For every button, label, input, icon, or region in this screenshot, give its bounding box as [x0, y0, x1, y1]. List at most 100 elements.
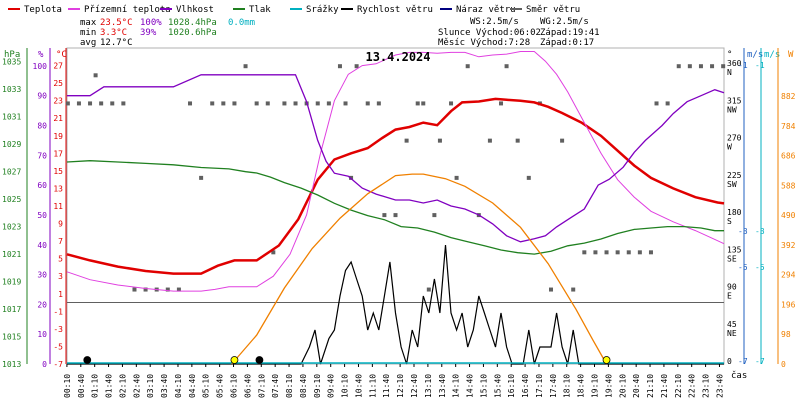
tick-ms-3: -7 [738, 357, 748, 366]
stat-2-1: 12.7°C [100, 38, 133, 48]
legend-label-0: Teplota [24, 5, 62, 15]
tick-dirlabel-8: N [727, 68, 732, 77]
tick-temp-23: 23 [53, 97, 63, 106]
tick-mm-0: -1 [755, 61, 765, 70]
x-tick-label-19: 09:40 [327, 374, 336, 398]
series-line-4 [67, 244, 724, 365]
unit-label-2: °C [56, 50, 67, 60]
tick-hpa-1013: 1013 [2, 360, 21, 369]
wind-direction-point-17 [243, 64, 248, 69]
tick-temp--7: -7 [53, 360, 63, 369]
tick-hpa-1023: 1023 [2, 223, 21, 232]
wind-direction-point-32 [382, 213, 387, 218]
x-tick-label-17: 08:40 [299, 374, 308, 398]
sun-info-2: Slunce Východ:06:02 [438, 28, 541, 38]
wind-direction-point-13 [199, 175, 204, 180]
x-axis-unit: čas [731, 370, 747, 381]
tick-temp-13: 13 [53, 184, 63, 193]
tick-temp-25: 25 [53, 79, 63, 88]
stat-1-3: 1020.6hPa [168, 28, 217, 38]
tick-temp--1: -1 [53, 307, 63, 316]
x-tick-label-12: 06:10 [230, 374, 239, 398]
wind-direction-point-40 [449, 101, 454, 106]
wind-direction-point-55 [604, 250, 609, 255]
tick-solar-98: 98 [781, 330, 791, 339]
wind-direction-point-50 [549, 287, 554, 292]
x-tick-label-42: 21:10 [646, 374, 655, 398]
stat-0-0: max [80, 18, 97, 28]
x-tick-label-23: 11:40 [382, 374, 391, 398]
wind-direction-point-25 [326, 101, 331, 106]
tick-solar-196: 196 [781, 300, 796, 309]
x-tick-label-31: 15:40 [493, 374, 502, 398]
tick-temp-1: 1 [58, 290, 63, 299]
legend: Teplota Přízemní teplota Vlhkost Tlak Srážky… [8, 5, 580, 15]
wind-direction-point-61 [665, 101, 670, 106]
wind-direction-point-11 [176, 287, 181, 292]
wind-direction-point-57 [626, 250, 631, 255]
axes: hPa% °C ° m/s m/s W10131015101710191021102310… [2, 48, 796, 369]
tick-pct-70: 70 [37, 151, 47, 160]
wind-direction-point-59 [648, 250, 653, 255]
wind-direction-point-29 [354, 64, 359, 69]
x-tick-label-11: 05:40 [216, 374, 225, 398]
tick-pct-100: 100 [33, 62, 48, 71]
tick-hpa-1027: 1027 [2, 168, 21, 177]
x-tick-label-40: 20:10 [618, 374, 627, 398]
sun-info-1: WG:2.5m/s [540, 17, 589, 27]
wind-direction-point-65 [710, 64, 715, 69]
tick-pct-90: 90 [37, 92, 47, 101]
wind-direction-point-15 [221, 101, 226, 106]
tick-hpa-1025: 1025 [2, 195, 21, 204]
tick-temp-19: 19 [53, 132, 63, 141]
x-tick-label-14: 07:10 [257, 374, 266, 398]
legend-label-5: Rychlost větru [357, 5, 433, 15]
stat-1-2: 39% [140, 28, 157, 38]
unit-label-3: ° [727, 50, 732, 60]
sun-info-5: Západ:0:17 [540, 38, 594, 48]
x-tick-label-15: 07:40 [271, 374, 280, 398]
tick-temp-5: 5 [58, 255, 63, 264]
x-tick-label-39: 19:40 [604, 374, 613, 398]
plot-frame [66, 47, 725, 365]
wind-direction-point-62 [676, 64, 681, 69]
wind-direction-point-19 [265, 101, 270, 106]
tick-dir-180: 180 [727, 208, 742, 217]
marker-3 [602, 356, 611, 364]
x-tick-label-21: 10:40 [354, 374, 363, 398]
tick-temp--5: -5 [53, 342, 63, 351]
tick-dir-135: 135 [727, 245, 742, 254]
tick-dir-0: 0 [727, 357, 732, 366]
stat-0-3: 1028.4hPa [168, 18, 217, 28]
unit-label-6: W [788, 50, 794, 60]
wind-direction-point-39 [437, 138, 442, 143]
x-tick-label-33: 16:40 [521, 374, 530, 398]
tick-temp-3: 3 [58, 272, 63, 281]
unit-label-1: % [38, 50, 44, 60]
x-tick-label-8: 04:10 [174, 374, 183, 398]
x-tick-label-44: 22:10 [674, 374, 683, 398]
x-tick-label-34: 17:10 [535, 374, 544, 398]
tick-solar-882: 882 [781, 92, 796, 101]
wind-direction-point-14 [210, 101, 215, 106]
x-tick-label-26: 13:10 [424, 374, 433, 398]
x-tick-label-13: 06:40 [243, 374, 252, 398]
stat-2-0: avg [80, 38, 96, 48]
unit-label-4: m/s [747, 50, 763, 60]
x-tick-label-38: 19:10 [591, 374, 600, 398]
tick-dirlabel-4: S [727, 217, 732, 226]
tick-solar-490: 490 [781, 211, 796, 220]
x-tick-label-27: 13:40 [438, 374, 447, 398]
wind-direction-point-30 [365, 101, 370, 106]
tick-dir-45: 45 [727, 320, 737, 329]
chart-title: 13.4.2024 [365, 50, 430, 64]
stats-block: max 23.5°C 100% 1028.4hPa 0.0mm min 3.3°C 39% 10… [80, 17, 600, 48]
x-tick-label-9: 04:40 [188, 374, 197, 398]
wind-direction-point-54 [593, 250, 598, 255]
wind-direction-point-66 [721, 64, 726, 69]
wind-direction-point-24 [315, 101, 320, 106]
tick-pct-80: 80 [37, 122, 47, 131]
x-tick-label-30: 15:10 [479, 374, 488, 398]
tick-hpa-1035: 1035 [2, 58, 21, 67]
